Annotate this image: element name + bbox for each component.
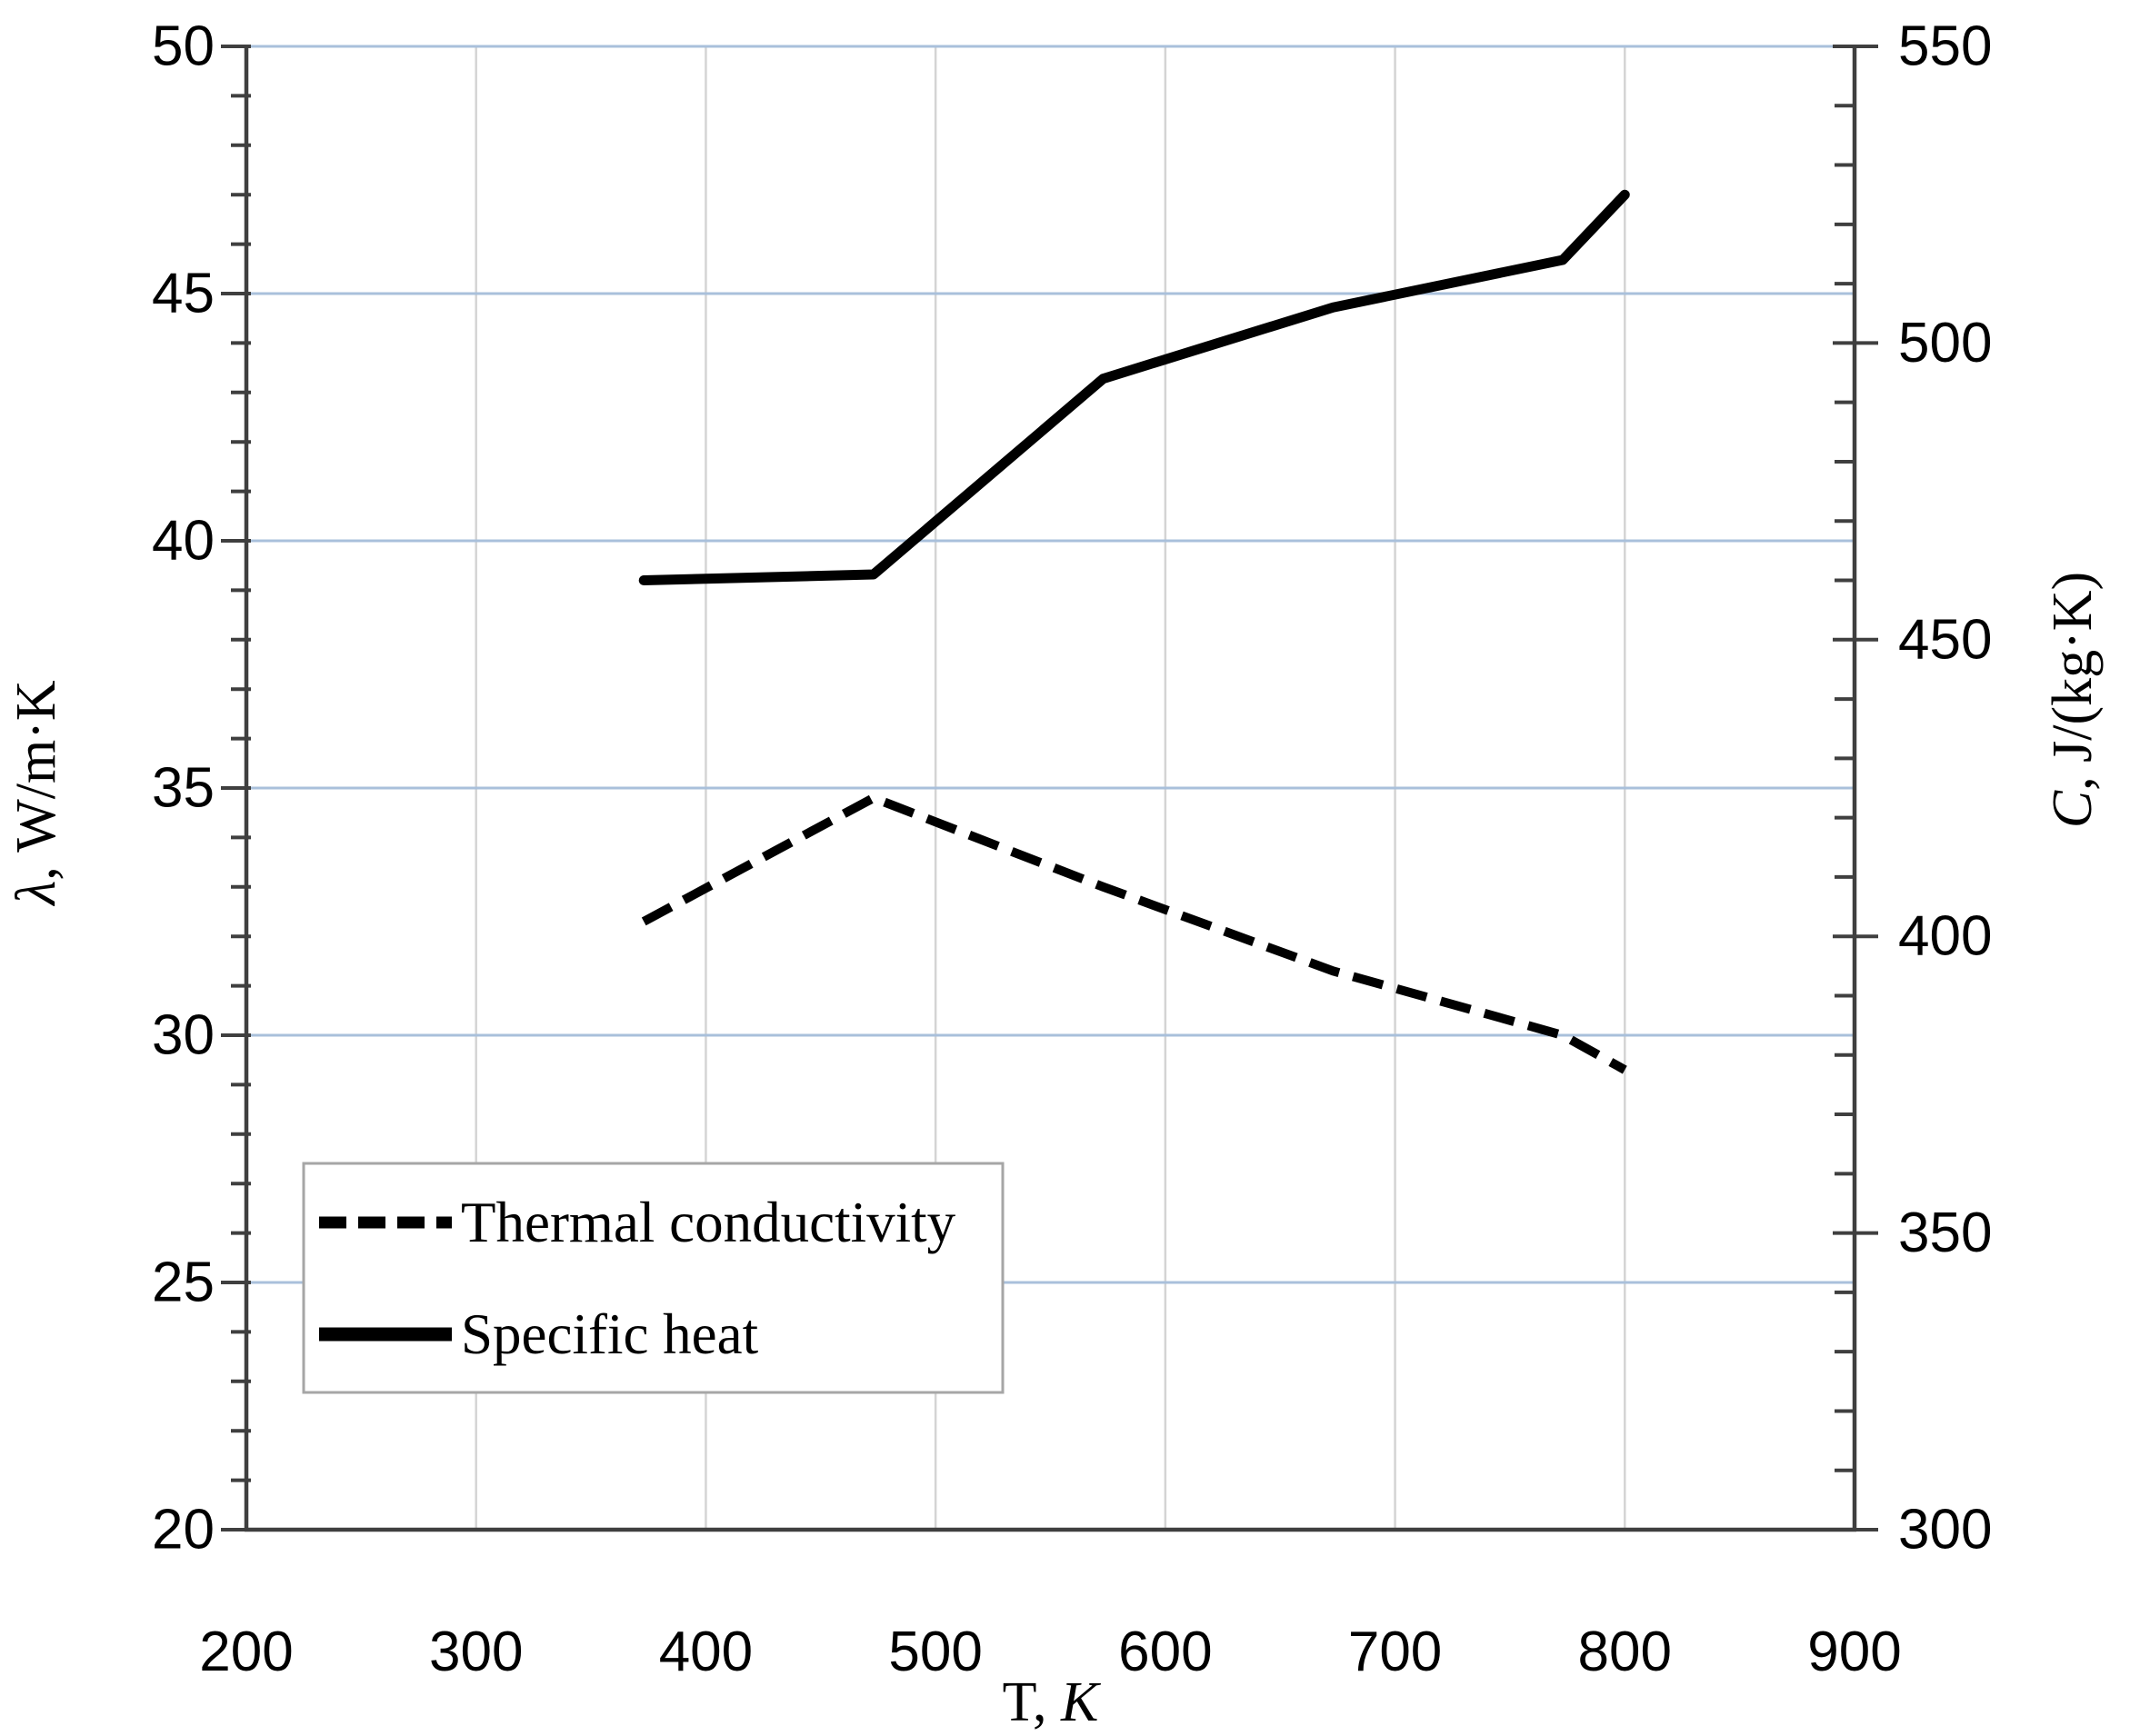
x-tick-label: 800	[1578, 1621, 1672, 1683]
y-right-tick-label: 550	[1898, 15, 1992, 78]
y-right-tick-label: 500	[1898, 312, 1992, 374]
series-line-thermal-conductivity	[641, 793, 1627, 1074]
series-line-specific-heat	[638, 189, 1630, 586]
x-tick-label: 600	[1118, 1621, 1212, 1683]
legend-box	[302, 1162, 1005, 1394]
x-tick-label: 700	[1348, 1621, 1442, 1683]
x-tick-label: 900	[1807, 1621, 1901, 1683]
y-right-axis-title: C, J/(kg·K)	[2042, 572, 2104, 828]
x-tick-label: 400	[659, 1621, 753, 1683]
legend-entry-thermal-conductivity: Thermal conductivity	[319, 1191, 956, 1254]
x-tick-label: 300	[429, 1621, 523, 1683]
y-right-tick-label: 400	[1898, 905, 1992, 968]
y-left-ticks: 20 25 30 35 40 45 50	[152, 15, 251, 1561]
y-left-tick-label: 40	[152, 510, 215, 573]
y-gridlines	[246, 45, 1855, 1284]
legend: Thermal conductivity Specific heat	[302, 1162, 1005, 1394]
x-tick-label: 200	[199, 1621, 293, 1683]
y-left-axis-title: λ, W/m·K	[5, 680, 67, 906]
y-left-tick-label: 35	[152, 757, 215, 820]
y-right-tick-label: 300	[1898, 1499, 1992, 1561]
y-left-tick-label: 30	[152, 1004, 215, 1067]
y-right-tick-label: 450	[1898, 608, 1992, 671]
y-right-ticks: 300 350 400 450 500 550	[1833, 15, 1992, 1561]
y-left-tick-label: 50	[152, 15, 215, 78]
x-tick-label: 500	[888, 1621, 982, 1683]
y-left-tick-label: 25	[152, 1252, 215, 1314]
y-left-tick-label: 20	[152, 1499, 215, 1561]
x-axis-title: T, K	[1003, 1671, 1102, 1733]
x-tick-labels: 200 300 400 500 600 700 800 900	[199, 1621, 1901, 1683]
axis-titles: T, K λ, W/m·K C, J/(kg·K)	[5, 572, 2104, 1733]
legend-label: Specific heat	[461, 1302, 759, 1366]
series	[638, 189, 1630, 1074]
legend-label: Thermal conductivity	[461, 1191, 956, 1254]
y-right-tick-label: 350	[1898, 1202, 1992, 1264]
legend-entry-specific-heat: Specific heat	[319, 1302, 759, 1366]
y-left-tick-label: 45	[152, 263, 215, 325]
